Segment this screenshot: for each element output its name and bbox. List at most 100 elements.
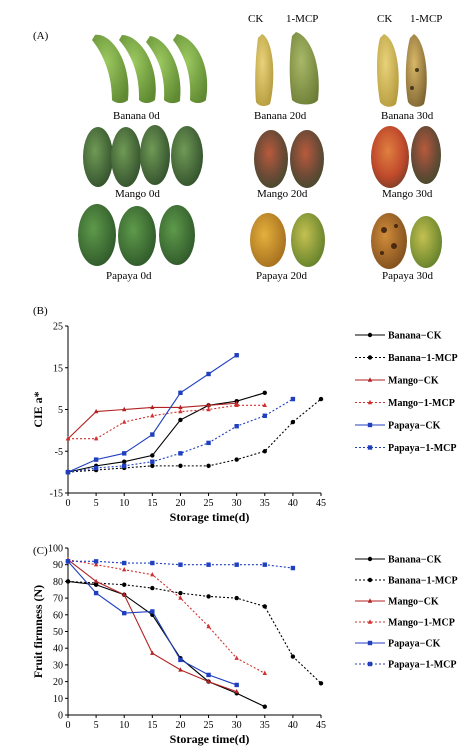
data-point	[262, 413, 267, 418]
y-tick-label: 10	[53, 694, 63, 705]
x-axis-title: Storage time(d)	[170, 510, 250, 524]
data-point	[206, 463, 211, 469]
data-point	[178, 463, 183, 469]
caption-banana-30d: Banana 30d	[381, 110, 434, 122]
data-point	[122, 419, 127, 424]
data-point	[290, 654, 296, 659]
legend-label: Banana−CK	[388, 555, 442, 566]
legend-marker	[367, 377, 373, 382]
mango-20d-fruits	[254, 130, 324, 188]
data-point	[206, 402, 211, 408]
data-point	[93, 457, 99, 462]
data-point	[150, 650, 155, 655]
caption-mango-20d: Mango 20d	[257, 188, 308, 200]
series-5	[65, 559, 296, 571]
x-tick-label: 30	[232, 498, 242, 509]
data-point	[290, 396, 296, 402]
data-point	[234, 457, 239, 462]
x-tick-label: 45	[316, 720, 326, 731]
papaya-30d-fruits	[371, 213, 442, 269]
data-point	[150, 413, 155, 418]
caption-papaya-0d: Papaya 0d	[106, 270, 152, 282]
x-tick-label: 20	[175, 498, 185, 509]
data-point	[122, 459, 127, 464]
x-tick-label: 10	[119, 498, 129, 509]
data-point	[122, 463, 127, 469]
series-line	[67, 559, 266, 674]
series-line	[68, 404, 265, 440]
mango-30d-fruits	[371, 126, 441, 188]
data-point	[93, 562, 99, 567]
legend-marker	[367, 661, 373, 667]
data-point	[65, 559, 71, 564]
papaya-0d-fruits	[78, 204, 195, 266]
data-point	[206, 623, 211, 629]
y-tick-label: 70	[53, 594, 63, 605]
data-point	[65, 436, 71, 441]
data-point	[234, 424, 239, 429]
x-tick-label: 25	[204, 720, 214, 731]
y-tick-label: -15	[50, 489, 63, 500]
data-point	[318, 681, 324, 686]
x-tick-label: 10	[119, 720, 129, 731]
data-point	[178, 657, 183, 663]
y-tick-label: -5	[55, 447, 63, 458]
fruit-photo-grid	[78, 32, 442, 269]
data-point	[93, 436, 99, 441]
data-point	[178, 408, 183, 414]
data-point	[122, 560, 127, 566]
legend-label: Mango−CK	[388, 597, 439, 608]
data-point	[93, 465, 99, 471]
chart-c-firmness: (C) 0 5 10 15 20 25 30 35 40 45 0 10 20 30 40 50 60 70 80 90…	[31, 544, 458, 747]
panel-a-letter: (A)	[33, 30, 49, 42]
y-tick-label: 80	[53, 577, 63, 588]
data-point	[122, 592, 127, 597]
y-tick-label: 90	[53, 560, 63, 571]
legend-marker	[367, 598, 373, 603]
legend-label: Papaya−CK	[388, 421, 441, 432]
data-point	[178, 451, 183, 456]
data-point	[206, 440, 211, 446]
data-point	[206, 562, 211, 567]
data-point	[178, 390, 183, 395]
col-header-ck-30d: CK	[377, 13, 393, 25]
col-header-mcp-30d: 1-MCP	[410, 13, 443, 25]
data-point	[262, 562, 267, 567]
data-point	[150, 609, 155, 614]
y-tick-label: 40	[53, 644, 63, 655]
legend-marker	[367, 332, 373, 338]
y-axis-title: Fruit firmness (N)	[31, 585, 45, 678]
x-tick-label: 35	[260, 498, 270, 509]
legend-label: Mango−1-MCP	[388, 618, 455, 629]
data-point	[206, 594, 211, 599]
legend-label: Banana−1-MCP	[388, 576, 458, 587]
caption-papaya-30d: Papaya 30d	[382, 270, 434, 282]
data-point	[150, 404, 155, 410]
data-point	[65, 579, 71, 584]
series-2	[65, 556, 239, 694]
data-point	[122, 567, 127, 572]
data-point	[262, 604, 267, 609]
caption-papaya-20d: Papaya 20d	[256, 270, 308, 282]
x-tick-label: 5	[94, 720, 99, 731]
data-point	[262, 670, 267, 675]
x-tick-label: 15	[147, 720, 157, 731]
legend-marker	[367, 577, 373, 583]
x-tick-label: 15	[147, 498, 157, 509]
legend-marker	[367, 355, 373, 360]
caption-banana-20d: Banana 20d	[254, 110, 307, 122]
y-tick-label: 30	[53, 660, 63, 671]
series-1	[65, 579, 324, 686]
data-point	[206, 406, 211, 412]
data-point	[318, 396, 324, 402]
data-point	[178, 562, 183, 567]
data-point	[93, 559, 99, 564]
data-point	[122, 610, 127, 616]
x-tick-label: 5	[94, 498, 99, 509]
data-point	[290, 419, 296, 425]
x-tick-label: 35	[260, 720, 270, 731]
series-3	[65, 402, 267, 441]
data-point	[234, 682, 239, 688]
x-tick-label: 0	[66, 720, 71, 731]
data-point	[122, 582, 127, 587]
